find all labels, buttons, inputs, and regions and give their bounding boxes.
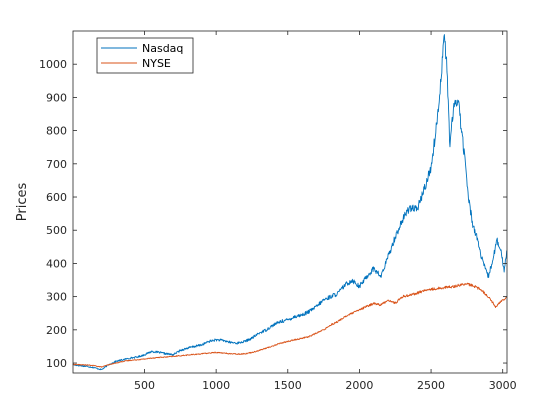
x-axis: 500 1000 1500 2000 2500 3000 [134, 31, 517, 392]
x-tick-label: 500 [134, 379, 155, 392]
legend-box [96, 37, 194, 74]
y-tick-label: 400 [46, 257, 67, 270]
series-layer [72, 34, 508, 371]
y-tick-label: 600 [46, 191, 67, 204]
y-tick-label: 900 [46, 91, 67, 104]
y-tick-label: 100 [46, 357, 67, 370]
x-tick-label: 2000 [345, 379, 373, 392]
legend-label-nyse: NYSE [142, 57, 171, 70]
legend-label-nasdaq: Nasdaq [142, 42, 183, 55]
series-line-nasdaq [72, 34, 508, 371]
y-tick-label: 500 [46, 224, 67, 237]
y-axis: 100 200 300 400 500 600 700 800 900 1000 [39, 58, 507, 370]
x-tick-label: 1000 [202, 379, 230, 392]
y-tick-label: 800 [46, 125, 67, 138]
y-tick-label: 200 [46, 324, 67, 337]
legend: Nasdaq NYSE [96, 37, 194, 74]
axes-box [72, 30, 508, 374]
x-tick-label: 1500 [274, 379, 302, 392]
y-tick-label: 1000 [39, 58, 67, 71]
plot-area [73, 31, 507, 373]
x-tick-label: 2500 [417, 379, 445, 392]
y-tick-label: 300 [46, 291, 67, 304]
series-line-nyse [72, 282, 507, 368]
y-axis-label: Prices [15, 183, 30, 222]
x-tick-label: 3000 [489, 379, 517, 392]
y-tick-label: 700 [46, 158, 67, 171]
